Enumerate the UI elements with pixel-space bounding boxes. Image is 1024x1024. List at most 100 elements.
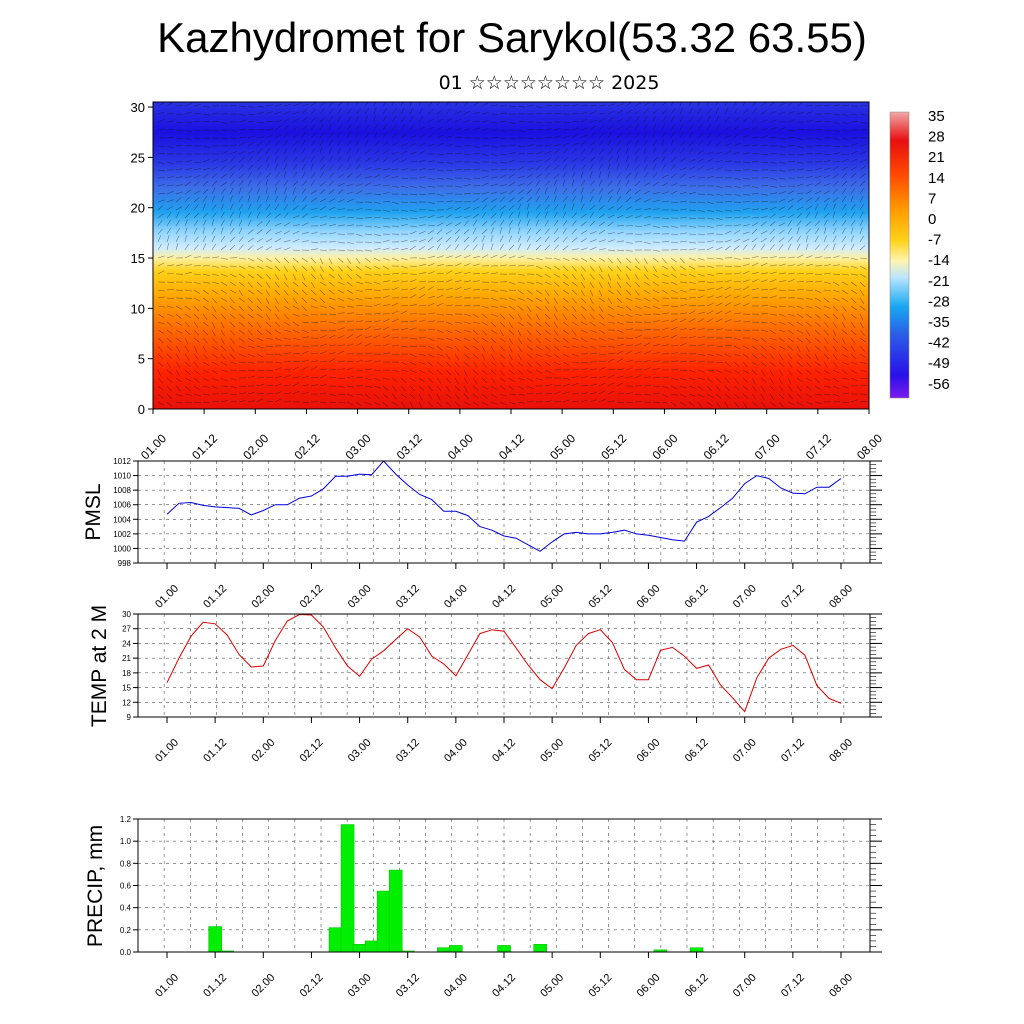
wind-barb xyxy=(202,345,207,353)
wind-barb xyxy=(697,369,705,373)
wind-barb xyxy=(445,255,453,259)
wind-barb xyxy=(661,240,670,243)
wind-barb xyxy=(427,263,435,267)
wind-barb xyxy=(688,336,696,339)
wind-barb xyxy=(301,163,306,171)
wind-barb xyxy=(364,320,373,323)
wind-barb xyxy=(355,393,363,396)
x-tick-label: 01.00 xyxy=(153,583,181,611)
wind-barb xyxy=(769,236,775,243)
wind-barb xyxy=(202,235,207,243)
wind-barb xyxy=(157,289,165,292)
wind-barb xyxy=(841,377,849,380)
wind-barb xyxy=(724,107,729,115)
wind-barb xyxy=(679,167,687,171)
wind-barb xyxy=(778,321,786,325)
wind-barb xyxy=(211,361,219,366)
wind-barb xyxy=(571,281,578,287)
wind-barb xyxy=(706,209,714,213)
wind-barb xyxy=(301,196,307,203)
wind-barb xyxy=(742,279,750,283)
wind-barb xyxy=(355,207,363,211)
wind-barb xyxy=(409,161,418,163)
wind-barb xyxy=(211,321,216,329)
wind-barb xyxy=(589,141,596,147)
wind-barb xyxy=(580,187,584,195)
wind-barb xyxy=(814,145,823,147)
wind-barb xyxy=(418,134,426,139)
wind-barb xyxy=(643,131,647,139)
wind-barb xyxy=(553,164,560,171)
wind-barb xyxy=(499,235,504,243)
wind-barb xyxy=(328,241,337,243)
wind-barb xyxy=(571,248,579,251)
wind-barb xyxy=(526,203,530,211)
wind-barb xyxy=(760,313,769,315)
wind-barb xyxy=(481,361,487,368)
wind-barb xyxy=(562,196,568,203)
wind-barb xyxy=(454,216,462,219)
wind-barb xyxy=(166,102,174,107)
wind-barb xyxy=(337,281,345,285)
y-tick-label: 30 xyxy=(122,610,131,619)
wind-barb xyxy=(292,205,299,211)
wind-barb xyxy=(787,160,795,163)
wind-barb xyxy=(544,112,552,115)
wind-barb xyxy=(256,105,264,108)
wind-barb xyxy=(400,321,409,323)
wind-barb xyxy=(229,244,236,251)
wind-barb xyxy=(607,273,612,281)
wind-barb xyxy=(445,236,452,243)
wind-barb xyxy=(733,143,741,147)
wind-barb xyxy=(562,220,568,227)
wind-barb xyxy=(220,361,228,366)
wind-barb xyxy=(688,345,697,347)
wind-barb xyxy=(409,239,417,243)
x-tick-label: 07.00 xyxy=(731,737,759,765)
wind-barb xyxy=(211,329,216,337)
wind-barb xyxy=(238,313,245,319)
wind-barb xyxy=(229,228,235,235)
wind-barb xyxy=(535,337,541,344)
wind-barb xyxy=(526,329,532,336)
wind-barb xyxy=(841,243,846,251)
wind-barb xyxy=(733,385,740,391)
wind-barb xyxy=(517,211,521,219)
wind-barb xyxy=(706,287,714,291)
wind-barb xyxy=(679,115,684,123)
wind-barb xyxy=(769,221,776,227)
wind-barb xyxy=(679,393,687,398)
wind-barb xyxy=(166,235,170,243)
wind-barb xyxy=(526,128,534,131)
wind-barb xyxy=(661,401,669,404)
wind-barb xyxy=(445,401,452,407)
wind-barb xyxy=(193,345,198,353)
wind-barb xyxy=(850,172,857,179)
wind-barb xyxy=(733,393,740,399)
wind-barb xyxy=(553,273,561,278)
wind-barb xyxy=(184,212,191,219)
wind-barb xyxy=(841,337,846,345)
wind-barb xyxy=(607,180,613,187)
wind-barb xyxy=(400,296,408,299)
wind-barb xyxy=(490,385,498,390)
wind-barb xyxy=(292,313,300,317)
wind-barb xyxy=(841,257,850,259)
wind-barb xyxy=(463,361,470,367)
wind-barb xyxy=(805,289,814,291)
wind-barb xyxy=(157,337,164,343)
wind-barb xyxy=(769,313,777,316)
wind-barb xyxy=(382,401,389,408)
wind-barb xyxy=(643,351,651,355)
wind-barb xyxy=(616,125,624,131)
wind-barb xyxy=(688,297,697,299)
wind-barb xyxy=(580,376,588,379)
wind-barb xyxy=(661,281,669,285)
wind-barb xyxy=(247,345,255,349)
wind-barb xyxy=(301,222,309,227)
wind-barb xyxy=(805,235,809,243)
wind-barb xyxy=(229,337,235,344)
wind-barb xyxy=(634,189,641,195)
wind-barb xyxy=(391,353,400,355)
